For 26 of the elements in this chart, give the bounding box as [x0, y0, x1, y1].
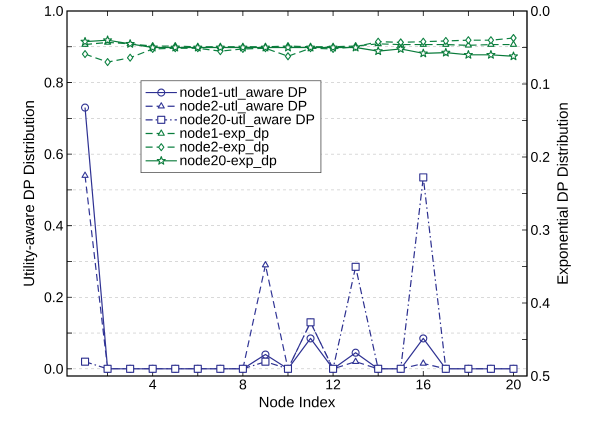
y-tick-label: 0.8	[44, 78, 63, 88]
legend-label: node20-exp_dp	[180, 154, 276, 168]
y-tick-label: 1.0	[45, 6, 63, 16]
y2-axis-title: Exponential DP Distribution	[556, 103, 571, 284]
y2-tick-label: 0.1	[531, 79, 550, 89]
x-axis-title: Node Index	[260, 396, 336, 408]
legend-label: node1-exp_dp	[180, 128, 268, 141]
legend-label: node2-exp_dp	[180, 141, 268, 154]
x-tick-label: 16	[416, 380, 430, 390]
y-tick-label: 0.6	[44, 149, 63, 160]
y2-tick-label: 0.3	[531, 225, 550, 235]
y2-tick-label: 0.2	[531, 152, 550, 162]
y-tick-label: 0.0	[44, 364, 63, 374]
y-tick-label: 0.2	[44, 292, 63, 302]
legend-label: node20-utl_aware DP	[180, 114, 314, 127]
x-tick-label: 20	[506, 380, 521, 390]
x-tick-label: 8	[240, 380, 246, 390]
y2-tick-label: 0.5	[531, 371, 550, 381]
legend-label: node2-utl_aware DP	[180, 100, 306, 114]
x-tick-label: 12	[326, 380, 340, 390]
y-tick-label: 0.4	[44, 220, 64, 231]
legend-label: node1-utl_aware DP	[180, 86, 306, 100]
y2-tick-label: 0.4	[531, 298, 550, 308]
x-tick-label: 4	[149, 380, 156, 390]
y-axis-title: Utility-aware DP Distribution	[23, 101, 38, 286]
y2-tick-label: 0.0	[531, 6, 550, 16]
